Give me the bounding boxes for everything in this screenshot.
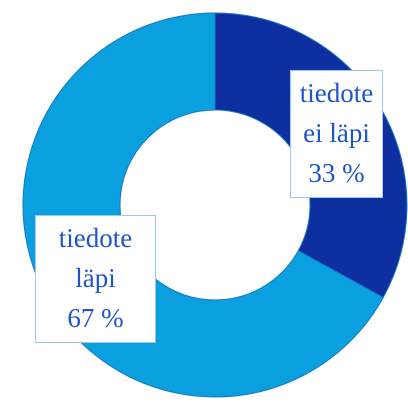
label-box: tiedote läpi 67 % bbox=[35, 215, 156, 343]
value-label: 33 % bbox=[308, 158, 365, 188]
value-label: 67 % bbox=[67, 303, 124, 333]
category-label: tiedote läpi bbox=[58, 223, 133, 293]
label-box: tiedote ei läpi 33 % bbox=[290, 70, 383, 198]
category-label: tiedote ei läpi bbox=[299, 78, 374, 148]
